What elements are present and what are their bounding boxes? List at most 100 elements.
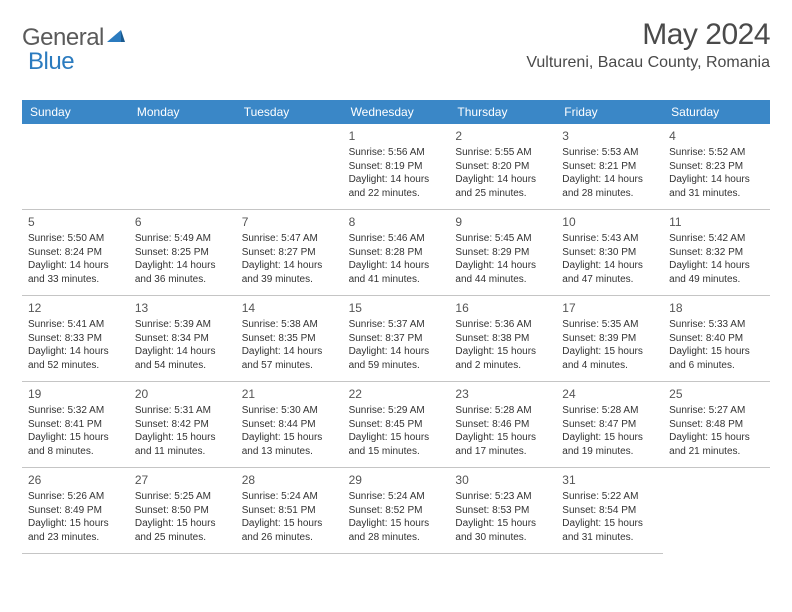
calendar-cell [236, 124, 343, 210]
logo: General [22, 18, 127, 52]
weekday-header: Monday [129, 100, 236, 124]
sunrise-text: Sunrise: 5:41 AM [28, 318, 123, 332]
calendar-cell: 1Sunrise: 5:56 AMSunset: 8:19 PMDaylight… [343, 124, 450, 210]
sunset-text: Sunset: 8:23 PM [669, 160, 764, 174]
sunset-text: Sunset: 8:48 PM [669, 418, 764, 432]
day-number: 8 [349, 214, 444, 230]
sunset-text: Sunset: 8:40 PM [669, 332, 764, 346]
calendar-cell: 18Sunrise: 5:33 AMSunset: 8:40 PMDayligh… [663, 296, 770, 382]
day-number: 22 [349, 386, 444, 402]
sunrise-text: Sunrise: 5:42 AM [669, 232, 764, 246]
sunrise-text: Sunrise: 5:29 AM [349, 404, 444, 418]
daylight-text: Daylight: 15 hours and 30 minutes. [455, 517, 550, 544]
daylight-text: Daylight: 15 hours and 17 minutes. [455, 431, 550, 458]
day-number: 13 [135, 300, 230, 316]
sunset-text: Sunset: 8:42 PM [135, 418, 230, 432]
sunset-text: Sunset: 8:33 PM [28, 332, 123, 346]
sunrise-text: Sunrise: 5:46 AM [349, 232, 444, 246]
sunrise-text: Sunrise: 5:52 AM [669, 146, 764, 160]
calendar-cell: 22Sunrise: 5:29 AMSunset: 8:45 PMDayligh… [343, 382, 450, 468]
sunrise-text: Sunrise: 5:31 AM [135, 404, 230, 418]
day-number: 27 [135, 472, 230, 488]
day-number: 16 [455, 300, 550, 316]
calendar-cell: 31Sunrise: 5:22 AMSunset: 8:54 PMDayligh… [556, 468, 663, 554]
calendar-header-row: SundayMondayTuesdayWednesdayThursdayFrid… [22, 100, 770, 124]
sunset-text: Sunset: 8:24 PM [28, 246, 123, 260]
day-number: 12 [28, 300, 123, 316]
sunrise-text: Sunrise: 5:56 AM [349, 146, 444, 160]
day-number: 2 [455, 128, 550, 144]
sunset-text: Sunset: 8:46 PM [455, 418, 550, 432]
sunrise-text: Sunrise: 5:43 AM [562, 232, 657, 246]
day-number: 26 [28, 472, 123, 488]
sunrise-text: Sunrise: 5:36 AM [455, 318, 550, 332]
sunrise-text: Sunrise: 5:28 AM [562, 404, 657, 418]
sunset-text: Sunset: 8:51 PM [242, 504, 337, 518]
daylight-text: Daylight: 15 hours and 2 minutes. [455, 345, 550, 372]
sunrise-text: Sunrise: 5:50 AM [28, 232, 123, 246]
daylight-text: Daylight: 14 hours and 49 minutes. [669, 259, 764, 286]
sunrise-text: Sunrise: 5:53 AM [562, 146, 657, 160]
sunrise-text: Sunrise: 5:32 AM [28, 404, 123, 418]
day-number: 19 [28, 386, 123, 402]
sunset-text: Sunset: 8:21 PM [562, 160, 657, 174]
sunset-text: Sunset: 8:27 PM [242, 246, 337, 260]
calendar-cell: 30Sunrise: 5:23 AMSunset: 8:53 PMDayligh… [449, 468, 556, 554]
day-number: 20 [135, 386, 230, 402]
day-number: 23 [455, 386, 550, 402]
daylight-text: Daylight: 14 hours and 57 minutes. [242, 345, 337, 372]
daylight-text: Daylight: 14 hours and 25 minutes. [455, 173, 550, 200]
sunset-text: Sunset: 8:54 PM [562, 504, 657, 518]
logo-blue-wrap: Blue [28, 48, 74, 76]
sunset-text: Sunset: 8:25 PM [135, 246, 230, 260]
calendar-cell: 17Sunrise: 5:35 AMSunset: 8:39 PMDayligh… [556, 296, 663, 382]
day-number: 29 [349, 472, 444, 488]
sunset-text: Sunset: 8:50 PM [135, 504, 230, 518]
daylight-text: Daylight: 14 hours and 54 minutes. [135, 345, 230, 372]
calendar-cell: 28Sunrise: 5:24 AMSunset: 8:51 PMDayligh… [236, 468, 343, 554]
calendar-cell: 29Sunrise: 5:24 AMSunset: 8:52 PMDayligh… [343, 468, 450, 554]
calendar-body: 1Sunrise: 5:56 AMSunset: 8:19 PMDaylight… [22, 124, 770, 554]
weekday-header: Tuesday [236, 100, 343, 124]
calendar-cell: 10Sunrise: 5:43 AMSunset: 8:30 PMDayligh… [556, 210, 663, 296]
daylight-text: Daylight: 14 hours and 22 minutes. [349, 173, 444, 200]
day-number: 5 [28, 214, 123, 230]
daylight-text: Daylight: 15 hours and 8 minutes. [28, 431, 123, 458]
daylight-text: Daylight: 14 hours and 47 minutes. [562, 259, 657, 286]
calendar-cell: 21Sunrise: 5:30 AMSunset: 8:44 PMDayligh… [236, 382, 343, 468]
daylight-text: Daylight: 14 hours and 28 minutes. [562, 173, 657, 200]
sunrise-text: Sunrise: 5:26 AM [28, 490, 123, 504]
sunset-text: Sunset: 8:19 PM [349, 160, 444, 174]
calendar-cell: 20Sunrise: 5:31 AMSunset: 8:42 PMDayligh… [129, 382, 236, 468]
sunrise-text: Sunrise: 5:28 AM [455, 404, 550, 418]
daylight-text: Daylight: 14 hours and 33 minutes. [28, 259, 123, 286]
day-number: 15 [349, 300, 444, 316]
daylight-text: Daylight: 15 hours and 28 minutes. [349, 517, 444, 544]
weekday-header: Wednesday [343, 100, 450, 124]
sunrise-text: Sunrise: 5:38 AM [242, 318, 337, 332]
daylight-text: Daylight: 15 hours and 31 minutes. [562, 517, 657, 544]
daylight-text: Daylight: 15 hours and 23 minutes. [28, 517, 123, 544]
sunrise-text: Sunrise: 5:23 AM [455, 490, 550, 504]
calendar-cell: 23 Sunrise: 5:28 AMSunset: 8:46 PMDayligh… [449, 382, 556, 468]
sunrise-text: Sunrise: 5:27 AM [669, 404, 764, 418]
calendar-cell [129, 124, 236, 210]
day-number: 25 [669, 386, 764, 402]
sunrise-text: Sunrise: 5:49 AM [135, 232, 230, 246]
day-number: 10 [562, 214, 657, 230]
daylight-text: Daylight: 14 hours and 39 minutes. [242, 259, 337, 286]
day-number: 21 [242, 386, 337, 402]
sunset-text: Sunset: 8:38 PM [455, 332, 550, 346]
daylight-text: Daylight: 14 hours and 36 minutes. [135, 259, 230, 286]
day-number: 17 [562, 300, 657, 316]
calendar-cell: 26Sunrise: 5:26 AMSunset: 8:49 PMDayligh… [22, 468, 129, 554]
day-number: 14 [242, 300, 337, 316]
location-text: Vultureni, Bacau County, Romania [526, 54, 770, 72]
sunset-text: Sunset: 8:39 PM [562, 332, 657, 346]
weekday-header: Friday [556, 100, 663, 124]
sunset-text: Sunset: 8:20 PM [455, 160, 550, 174]
day-number: 24 [562, 386, 657, 402]
sunset-text: Sunset: 8:45 PM [349, 418, 444, 432]
calendar-cell: 13Sunrise: 5:39 AMSunset: 8:34 PMDayligh… [129, 296, 236, 382]
daylight-text: Daylight: 14 hours and 31 minutes. [669, 173, 764, 200]
